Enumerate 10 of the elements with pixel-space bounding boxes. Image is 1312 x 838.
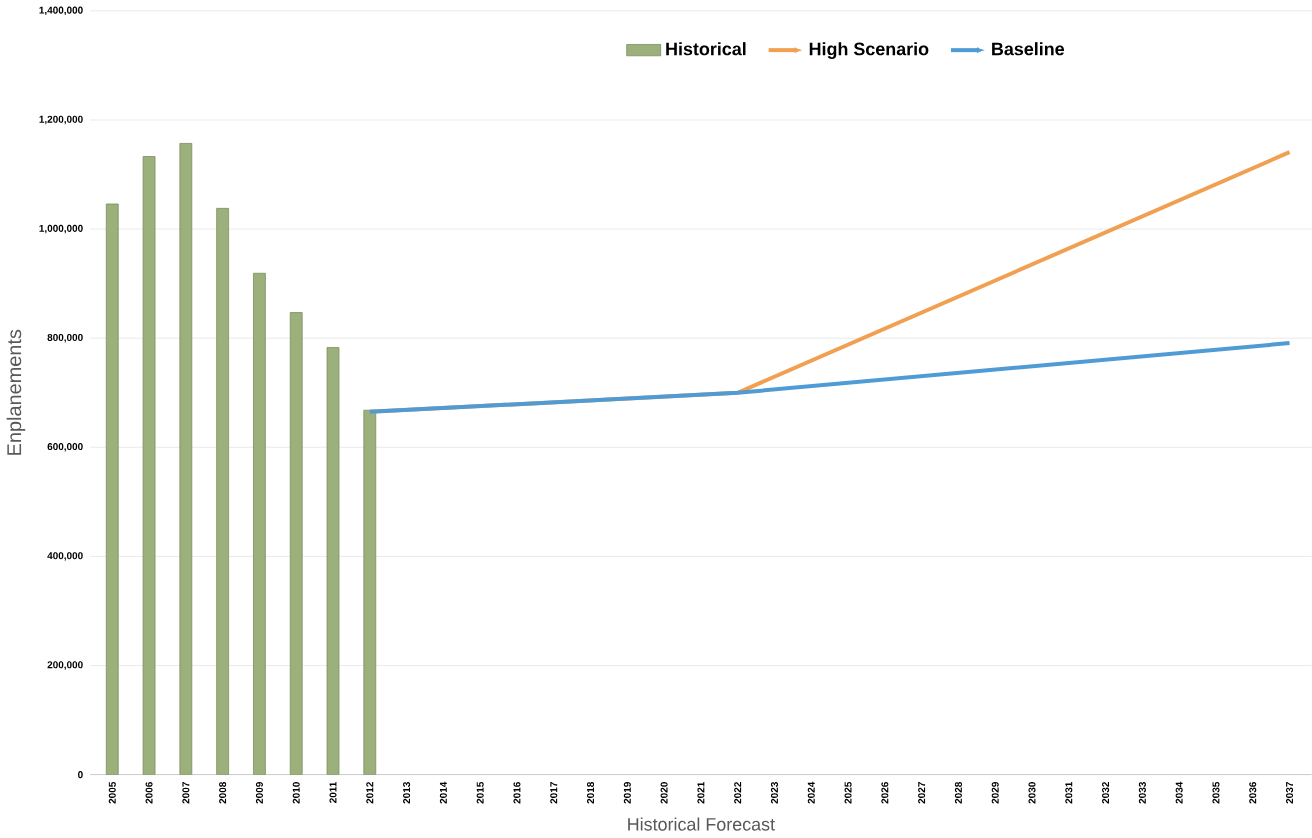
x-axis-title: Historical Forecast	[628, 817, 775, 831]
legend-label: Historical	[666, 42, 746, 56]
legend-label: High Scenario	[809, 42, 929, 60]
bar	[216, 208, 230, 775]
y-axis-title: Enplanements	[6, 330, 26, 456]
legend-label: Baseline	[992, 42, 1065, 56]
bar	[253, 273, 266, 775]
bar	[363, 410, 377, 775]
bar	[289, 312, 303, 775]
bar	[105, 203, 119, 775]
